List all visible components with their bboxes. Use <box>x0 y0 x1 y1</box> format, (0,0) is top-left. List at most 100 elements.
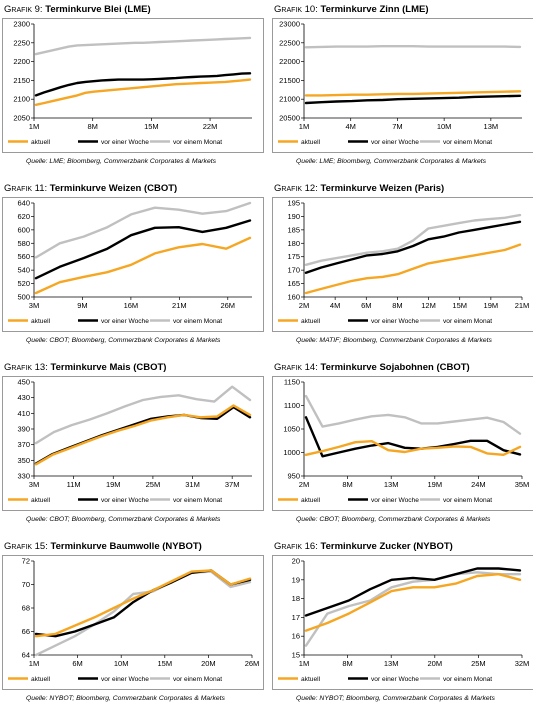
line-chart: 160 165 170 175 180 185 190 195 2M 4M 6M 8M 12M 15M 19… <box>278 199 529 325</box>
x-tick-label: 1M <box>299 122 309 131</box>
chart-title-text: Terminkurve Blei (LME) <box>45 4 151 15</box>
x-tick-label: 1M <box>299 659 309 668</box>
chart-number: Grafik 15: <box>4 541 48 552</box>
chart-title: Grafik 9: Terminkurve Blei (LME) <box>4 4 151 15</box>
series-line <box>34 404 252 466</box>
chart-title-text: Terminkurve Mais (CBOT) <box>50 362 167 373</box>
x-tick-label: 20M <box>201 659 216 668</box>
x-tick-label: 8M <box>392 301 402 310</box>
series-line <box>304 573 522 632</box>
y-tick-label: 640 <box>17 199 30 208</box>
chart-panel: Grafik 13: Terminkurve Mais (CBOT) 330 350… <box>2 362 268 541</box>
series-line <box>304 90 522 97</box>
x-tick-label: 6M <box>361 301 371 310</box>
chart-title: Grafik 13: Terminkurve Mais (CBOT) <box>4 362 166 373</box>
chart-frame <box>2 18 264 153</box>
y-tick-label: 370 <box>17 440 30 449</box>
legend-label: vor einer Woche <box>371 318 419 325</box>
y-tick-label: 64 <box>22 651 30 660</box>
y-tick-label: 15 <box>292 651 300 660</box>
line-chart: 2050 2100 2150 2200 2250 2300 1M 8M 15M 22M aktuel… <box>8 20 252 146</box>
x-tick-label: 19M <box>428 480 443 489</box>
series-line <box>304 394 522 435</box>
chart-title: Grafik 16: Terminkurve Zucker (NYBOT) <box>274 541 453 552</box>
legend-label: aktuell <box>301 497 321 504</box>
chart-number: Grafik 13: <box>4 362 48 373</box>
legend-label: vor einer Woche <box>101 318 149 325</box>
y-tick-label: 66 <box>22 627 30 636</box>
chart-number: Grafik 11: <box>4 183 48 194</box>
y-tick-label: 21500 <box>279 76 300 85</box>
y-tick-label: 600 <box>17 225 30 234</box>
y-tick-label: 68 <box>22 604 30 613</box>
y-tick-label: 165 <box>287 279 300 288</box>
legend-label: vor einer Woche <box>371 139 419 146</box>
series-line <box>34 219 252 280</box>
legend-label: vor einer Woche <box>101 497 149 504</box>
series-line <box>34 570 252 657</box>
chart-title: Grafik 14: Terminkurve Sojabohnen (CBOT) <box>274 362 470 373</box>
chart-panel: Grafik 12: Terminkurve Weizen (Paris) 160… <box>272 183 533 362</box>
y-tick-label: 2250 <box>13 38 30 47</box>
x-tick-label: 11M <box>67 480 81 489</box>
x-tick-label: 19M <box>484 301 499 310</box>
y-tick-label: 20 <box>292 557 300 566</box>
y-tick-label: 560 <box>17 252 30 261</box>
chart-source: Quelle: LME; Bloomberg, Commerzbank Corp… <box>296 158 487 165</box>
chart-panel: Grafik 15: Terminkurve Baumwolle (NYBOT)… <box>2 541 268 720</box>
x-tick-label: 13M <box>484 122 499 131</box>
legend-label: aktuell <box>31 497 51 504</box>
y-tick-label: 1100 <box>284 401 300 410</box>
chart-title-text: Terminkurve Weizen (Paris) <box>320 183 445 194</box>
y-tick-label: 580 <box>17 239 30 248</box>
y-tick-label: 410 <box>17 409 30 418</box>
y-tick-label: 70 <box>22 580 30 589</box>
y-tick-label: 520 <box>17 279 30 288</box>
chart-source: Quelle: CBOT; Bloomberg, Commerzbank Cor… <box>26 516 221 523</box>
y-tick-label: 17 <box>292 613 300 622</box>
y-tick-label: 2050 <box>13 114 30 123</box>
x-tick-label: 26M <box>245 659 260 668</box>
chart-title-text: Terminkurve Weizen (CBOT) <box>49 183 178 194</box>
legend-label: vor einem Monat <box>173 497 222 504</box>
legend-label: aktuell <box>301 318 321 325</box>
x-tick-label: 25M <box>471 659 486 668</box>
chart-frame <box>2 376 264 511</box>
chart-panel: Grafik 16: Terminkurve Zucker (NYBOT) 15 1… <box>272 541 533 720</box>
y-tick-label: 21000 <box>279 95 300 104</box>
series-line <box>34 385 252 445</box>
chart-source: Quelle: CBOT; Bloomberg, Commerzbank Cor… <box>26 337 221 344</box>
chart-title-text: Terminkurve Zucker (NYBOT) <box>320 541 453 552</box>
y-tick-label: 190 <box>287 212 300 221</box>
line-chart: 64 66 68 70 72 1M 6M 10M 15M 20M 26M aktuell vor ein… <box>8 557 260 683</box>
legend-label: vor einem Monat <box>443 139 492 146</box>
chart-frame <box>272 18 533 153</box>
chart-source: Quelle: LME; Bloomberg, Commerzbank Corp… <box>26 158 217 165</box>
series-line <box>34 569 252 638</box>
y-tick-label: 185 <box>287 225 300 234</box>
line-chart: 20500 21000 21500 22000 22500 23000 1M 4M 7M 10M 1… <box>278 20 522 146</box>
chart-title-text: Terminkurve Baumwolle (NYBOT) <box>50 541 202 552</box>
x-tick-label: 20M <box>428 659 443 668</box>
x-tick-label: 8M <box>342 659 352 668</box>
series-line <box>304 45 522 49</box>
series-line <box>304 567 522 617</box>
x-tick-label: 8M <box>342 480 352 489</box>
chart-panel: Grafik 11: Terminkurve Weizen (CBOT) 500 5… <box>2 183 268 362</box>
y-tick-label: 180 <box>287 239 300 248</box>
chart-source: Quelle: NYBOT; Bloomberg, Commerzbank Co… <box>26 695 225 702</box>
legend-label: vor einem Monat <box>173 676 222 683</box>
x-tick-label: 37M <box>225 480 240 489</box>
series-line <box>304 243 522 295</box>
legend-label: aktuell <box>31 676 51 683</box>
x-tick-label: 26M <box>220 301 235 310</box>
line-chart: 500 520 540 560 580 600 620 640 3M 9M 16M 21M 26M akt… <box>8 199 252 325</box>
x-tick-label: 35M <box>515 480 530 489</box>
series-line <box>34 78 252 107</box>
y-tick-label: 430 <box>17 393 30 402</box>
chart-source: Quelle: NYBOT; Bloomberg, Commerzbank Co… <box>296 695 495 702</box>
x-tick-label: 15M <box>144 122 159 131</box>
x-tick-label: 32M <box>515 659 530 668</box>
x-tick-label: 19M <box>106 480 121 489</box>
y-tick-label: 170 <box>287 266 300 275</box>
